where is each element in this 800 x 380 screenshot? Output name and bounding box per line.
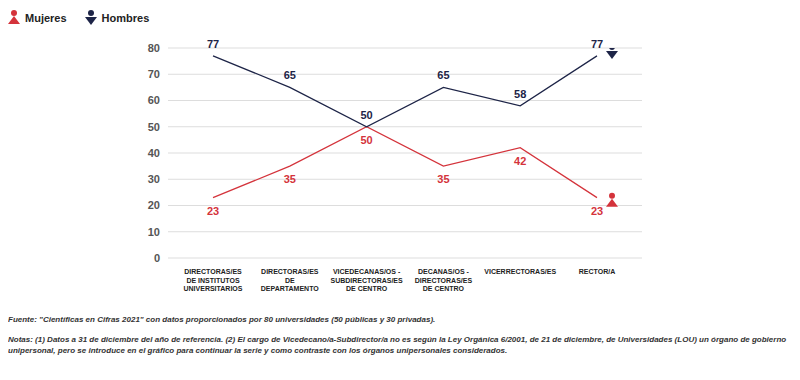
svg-text:0: 0: [154, 252, 160, 264]
svg-text:70: 70: [148, 68, 160, 80]
svg-text:DECANAS/OS -DIRECTORAS/ESDE CE: DECANAS/OS -DIRECTORAS/ESDE CENTRO: [415, 268, 473, 292]
svg-text:60: 60: [148, 94, 160, 106]
svg-text:50: 50: [360, 134, 372, 146]
svg-text:30: 30: [148, 173, 160, 185]
svg-text:35: 35: [284, 173, 296, 185]
svg-text:VICERRECTORAS/ES: VICERRECTORAS/ES: [484, 268, 556, 275]
svg-text:DIRECTORAS/ESDEDEPARTAMENTO: DIRECTORAS/ESDEDEPARTAMENTO: [261, 268, 320, 292]
html-text:Notas: (1) Datos a 31 de dicie: Notas: (1) Datos a 31 de diciembre del a…: [8, 335, 787, 355]
svg-text:58: 58: [514, 88, 526, 100]
svg-text:DIRECTORAS/ESDE INSTITUTOSUNIV: DIRECTORAS/ESDE INSTITUTOSUNIVERSITARIOS: [184, 268, 243, 292]
html-text:Mujeres: Mujeres: [25, 11, 67, 24]
svg-text:23: 23: [207, 205, 219, 217]
svg-text:35: 35: [437, 173, 449, 185]
svg-text:VICEDECANAS/OS -SUBDIRECTORAS/: VICEDECANAS/OS -SUBDIRECTORAS/ESDE CENTR…: [330, 268, 403, 292]
svg-text:23: 23: [591, 205, 603, 217]
svg-text:RECTOR/A: RECTOR/A: [579, 268, 615, 275]
svg-text:20: 20: [148, 199, 160, 211]
svg-text:50: 50: [148, 121, 160, 133]
svg-text:50: 50: [360, 109, 372, 121]
svg-text:42: 42: [514, 155, 526, 167]
html-text:Fuente: "Científicas en Cifras: Fuente: "Científicas en Cifras 2021" con…: [8, 315, 436, 324]
svg-text:40: 40: [148, 147, 160, 159]
svg-text:10: 10: [148, 226, 160, 238]
svg-text:77: 77: [591, 38, 603, 50]
svg-text:65: 65: [437, 69, 449, 81]
svg-text:80: 80: [148, 42, 160, 54]
html-text:Hombres: Hombres: [101, 11, 150, 24]
svg-text:65: 65: [284, 69, 296, 81]
svg-text:77: 77: [207, 38, 219, 50]
